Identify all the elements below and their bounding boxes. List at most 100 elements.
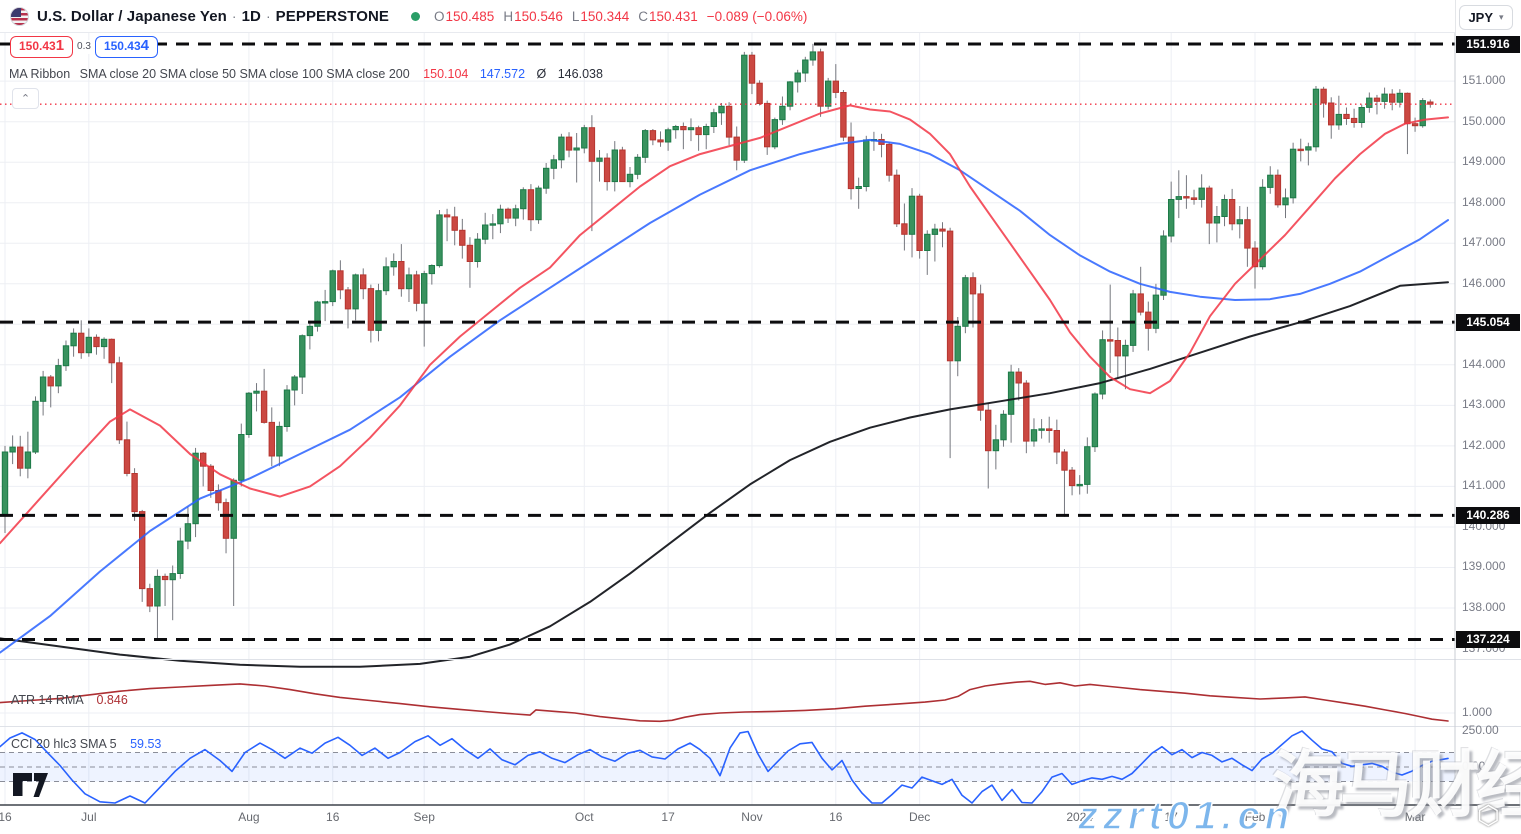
candle-up bbox=[1282, 197, 1289, 206]
candle-up bbox=[543, 167, 550, 189]
time-axis-tick[interactable]: Sep bbox=[413, 810, 435, 824]
time-axis-tick[interactable]: 2024 bbox=[1066, 810, 1094, 824]
price-line-badge: 145.054 bbox=[1456, 313, 1520, 331]
time-axis-tick[interactable]: Dec bbox=[908, 810, 931, 824]
ma-ribbon-legend[interactable]: MA Ribbon SMA close 20 SMA close 50 SMA … bbox=[9, 67, 603, 81]
candle-up bbox=[809, 51, 817, 61]
ma-line bbox=[0, 104, 1449, 545]
ma-line bbox=[0, 281, 1449, 668]
candle-up bbox=[1419, 100, 1426, 127]
candle-up bbox=[855, 186, 862, 189]
candle-up bbox=[931, 228, 939, 235]
candle-down bbox=[1274, 174, 1282, 206]
candle-up bbox=[299, 335, 306, 378]
sell-button[interactable]: 150.43 1 bbox=[10, 36, 74, 58]
time-axis-tick[interactable]: Oct bbox=[574, 810, 594, 824]
time-axis-tick[interactable]: Aug bbox=[238, 810, 260, 824]
time-axis-tick[interactable]: Nov bbox=[741, 810, 763, 824]
price-axis-tick[interactable]: 139.000 bbox=[1462, 559, 1506, 574]
timeframe-label[interactable]: 1D bbox=[241, 7, 261, 25]
candle-down bbox=[413, 274, 420, 304]
candle-up bbox=[24, 451, 32, 469]
time-axis-tick[interactable]: Mar bbox=[1404, 810, 1426, 824]
price-line-badge: 140.286 bbox=[1456, 506, 1520, 524]
candle-down bbox=[268, 421, 276, 457]
price-axis-tick[interactable]: 151.000 bbox=[1462, 73, 1506, 88]
price-axis-tick[interactable]: 142.000 bbox=[1462, 437, 1506, 452]
currency-label: JPY bbox=[1468, 10, 1494, 25]
candle-up bbox=[962, 277, 969, 327]
time-axis-tick[interactable]: 16 bbox=[326, 810, 340, 824]
candle-up bbox=[70, 332, 77, 347]
candle-up bbox=[1289, 148, 1297, 199]
candle-down bbox=[398, 261, 405, 290]
high-label: H bbox=[503, 8, 514, 24]
buy-price: 150.43 bbox=[103, 39, 141, 53]
candle-up bbox=[954, 325, 961, 362]
price-axis-tick[interactable]: 149.000 bbox=[1462, 154, 1506, 169]
chevron-up-icon: ⌃ bbox=[20, 93, 31, 105]
candle-down bbox=[1228, 199, 1236, 225]
atr-legend[interactable]: ATR 14 RMA 0.846 bbox=[11, 693, 128, 707]
candle-down bbox=[1190, 197, 1198, 200]
cci-axis-tick[interactable]: 250.00 bbox=[1462, 723, 1499, 737]
candle-up bbox=[825, 80, 832, 107]
cci-axis-tick[interactable]: 0.00 bbox=[1462, 759, 1486, 773]
candle-up bbox=[1175, 196, 1182, 200]
candle-down bbox=[1145, 311, 1152, 329]
candle-down bbox=[695, 127, 702, 136]
candle-up bbox=[1122, 344, 1129, 357]
candle-up bbox=[611, 149, 618, 183]
candle-down bbox=[1137, 293, 1144, 313]
candle-down bbox=[649, 130, 657, 141]
candle-up bbox=[1358, 107, 1365, 123]
price-axis-tick[interactable]: 138.000 bbox=[1462, 600, 1506, 614]
open-value: 150.485 bbox=[445, 8, 495, 24]
price-axis-tick[interactable]: 148.000 bbox=[1462, 194, 1506, 209]
exchange-label[interactable]: PEPPERSTONE bbox=[275, 7, 389, 25]
time-axis-tick[interactable]: 16 bbox=[829, 810, 843, 824]
buy-button[interactable]: 150.43 4 bbox=[94, 36, 158, 58]
candle-down bbox=[47, 376, 54, 387]
candle-up bbox=[62, 345, 70, 367]
cci-legend[interactable]: CCI 20 hlc3 SMA 5 59.53 bbox=[11, 737, 161, 751]
candle-down bbox=[817, 51, 824, 107]
atr-axis-tick[interactable]: 1.000 bbox=[1462, 705, 1493, 719]
average-symbol: Ø bbox=[536, 67, 547, 81]
time-axis-tick[interactable]: Jul bbox=[81, 810, 97, 824]
candle-down bbox=[17, 446, 24, 469]
time-axis-tick[interactable]: 16 bbox=[0, 810, 12, 824]
currency-selector[interactable]: JPY ▾ bbox=[1459, 5, 1513, 30]
price-axis-tick[interactable]: 144.000 bbox=[1462, 356, 1506, 371]
legend-collapse-button[interactable]: ⌃ bbox=[12, 88, 39, 109]
time-axis-tick[interactable]: Feb bbox=[1244, 810, 1266, 824]
candle-up bbox=[1038, 428, 1045, 431]
price-axis-tick[interactable]: 143.000 bbox=[1462, 397, 1506, 412]
price-axis-tick[interactable]: 150.000 bbox=[1462, 113, 1506, 128]
candle-up bbox=[314, 301, 321, 327]
candle-up bbox=[1, 451, 9, 516]
time-axis-tick[interactable]: 17 bbox=[661, 810, 675, 824]
candle-down bbox=[588, 127, 596, 162]
price-axis-tick[interactable]: 146.000 bbox=[1462, 275, 1506, 290]
atr-title: ATR 14 RMA bbox=[11, 693, 84, 707]
candle-up bbox=[908, 195, 916, 235]
candle-down bbox=[939, 228, 946, 232]
candle-up bbox=[520, 189, 527, 210]
candle-down bbox=[565, 136, 573, 151]
watermark-url: zzrt01.cn bbox=[1077, 793, 1295, 834]
symbol-name[interactable]: U.S. Dollar / Japanese Yen bbox=[37, 7, 227, 25]
time-axis-tick[interactable]: 17 bbox=[1164, 810, 1178, 824]
watermark-brand: 海马财经 bbox=[1272, 746, 1521, 826]
candle-down bbox=[200, 452, 207, 467]
close-value: 150.431 bbox=[648, 8, 698, 24]
candle-down bbox=[443, 214, 451, 218]
tradingview-logo[interactable] bbox=[12, 772, 50, 798]
price-axis-tick[interactable]: 141.000 bbox=[1462, 478, 1506, 493]
candle-down bbox=[847, 136, 855, 190]
price-axis-tick[interactable]: 147.000 bbox=[1462, 235, 1506, 250]
candle-down bbox=[1328, 102, 1335, 126]
candle-up bbox=[718, 105, 725, 114]
